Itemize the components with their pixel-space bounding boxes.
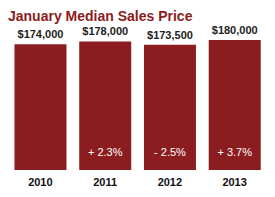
svg-text:+ 2.3%: + 2.3% xyxy=(88,146,123,158)
svg-text:$173,500: $173,500 xyxy=(147,29,193,41)
html-text:January Median Sales Price: January Median Sales Price xyxy=(8,8,193,24)
svg-text:+ 3.7%: + 3.7% xyxy=(217,146,252,158)
svg-text:2012: 2012 xyxy=(158,176,182,188)
svg-text:2013: 2013 xyxy=(222,176,246,188)
svg-text:$180,000: $180,000 xyxy=(212,24,258,36)
svg-text:$178,000: $178,000 xyxy=(82,25,128,37)
svg-text:2011: 2011 xyxy=(93,176,117,188)
svg-text:$174,000: $174,000 xyxy=(18,28,64,40)
svg-text:- 2.5%: - 2.5% xyxy=(154,146,186,158)
svg-text:2010: 2010 xyxy=(28,176,52,188)
